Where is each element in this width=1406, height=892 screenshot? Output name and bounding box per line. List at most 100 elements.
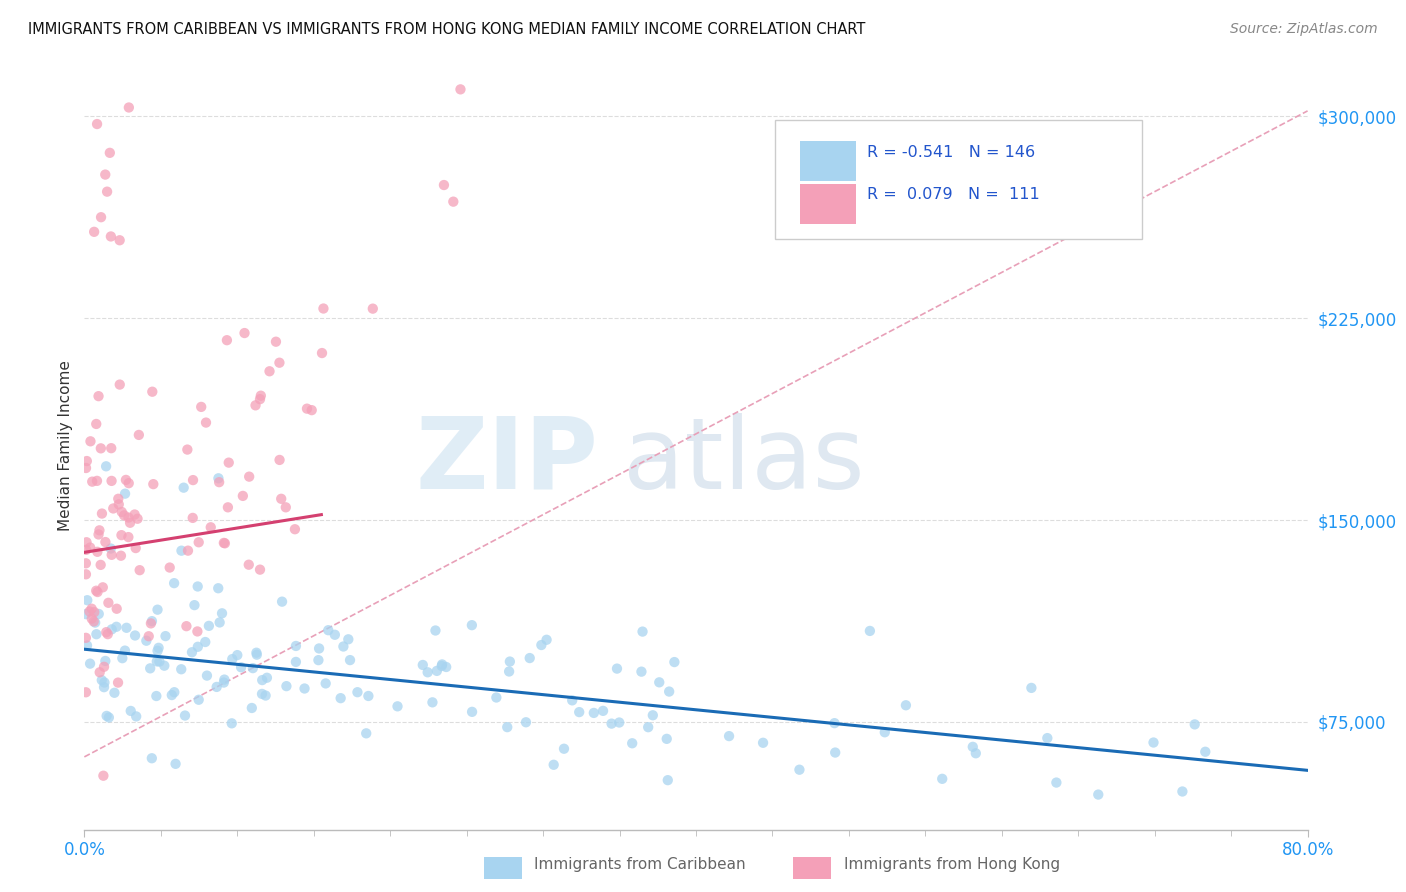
Point: [894, 698, 917, 713]
Point: [124, 628, 146, 642]
Point: [163, 685, 186, 699]
Point: [117, 510, 139, 524]
Point: [441, 194, 464, 209]
Point: [174, 708, 197, 723]
Point: [110, 549, 132, 563]
Point: [607, 715, 630, 730]
Point: [75, 542, 97, 557]
Point: [450, 82, 472, 96]
Point: [87, 389, 110, 403]
Point: [90, 673, 112, 687]
Point: [90, 558, 112, 572]
Point: [245, 646, 267, 660]
Point: [259, 364, 281, 378]
Point: [187, 640, 209, 654]
Point: [163, 576, 186, 591]
Point: [238, 469, 260, 483]
Point: [962, 739, 984, 754]
Point: [111, 505, 134, 519]
Point: [103, 686, 125, 700]
Point: [339, 653, 361, 667]
Point: [434, 660, 457, 674]
Point: [107, 491, 129, 506]
Point: [208, 475, 231, 490]
Point: [79, 434, 101, 449]
Point: [233, 326, 256, 340]
Text: R = -0.541   N = 146: R = -0.541 N = 146: [868, 145, 1035, 161]
Point: [337, 632, 360, 647]
Point: [485, 690, 508, 705]
Point: [315, 676, 337, 690]
Point: [80, 612, 103, 626]
Point: [103, 501, 125, 516]
Point: [76, 535, 98, 549]
Point: [205, 680, 228, 694]
Point: [215, 333, 238, 347]
Text: Immigrants from Hong Kong: Immigrants from Hong Kong: [844, 857, 1060, 872]
Point: [323, 628, 346, 642]
Point: [631, 624, 654, 639]
Point: [105, 620, 128, 634]
Point: [254, 689, 277, 703]
Point: [1036, 731, 1059, 745]
Point: [87, 527, 110, 541]
Point: [183, 598, 205, 612]
Point: [214, 673, 236, 687]
Point: [94, 168, 117, 182]
Point: [641, 708, 664, 723]
Point: [264, 334, 287, 349]
Text: atlas: atlas: [623, 413, 865, 510]
Point: [249, 392, 271, 406]
Point: [170, 543, 193, 558]
Point: [212, 675, 235, 690]
Point: [176, 619, 198, 633]
Point: [357, 689, 380, 703]
Point: [120, 516, 142, 530]
Point: [274, 500, 297, 515]
Point: [83, 605, 105, 619]
Point: [177, 543, 200, 558]
Point: [316, 624, 339, 638]
Point: [433, 178, 456, 192]
Point: [221, 652, 243, 666]
Point: [176, 442, 198, 457]
Point: [100, 441, 122, 455]
Point: [1171, 784, 1194, 798]
Point: [155, 629, 177, 643]
Point: [127, 512, 149, 526]
Point: [173, 481, 195, 495]
Point: [139, 616, 162, 631]
Point: [308, 641, 330, 656]
Point: [498, 665, 520, 679]
Point: [111, 651, 134, 665]
Point: [76, 639, 98, 653]
Point: [96, 185, 118, 199]
Point: [217, 500, 239, 515]
Point: [94, 535, 117, 549]
Point: [187, 535, 209, 549]
Point: [145, 689, 167, 703]
Point: [1142, 735, 1164, 749]
Point: [208, 615, 231, 630]
Point: [94, 459, 117, 474]
Point: [536, 632, 558, 647]
Point: [238, 558, 260, 572]
Point: [461, 618, 484, 632]
Point: [226, 648, 249, 662]
Point: [118, 476, 141, 491]
Point: [98, 145, 121, 160]
Point: [269, 356, 291, 370]
Point: [190, 400, 212, 414]
Point: [561, 693, 583, 707]
Point: [187, 579, 209, 593]
Point: [515, 715, 537, 730]
Point: [105, 601, 128, 615]
Point: [141, 614, 163, 628]
Point: [84, 417, 107, 431]
Point: [96, 709, 118, 723]
Point: [86, 474, 108, 488]
Point: [75, 607, 97, 621]
Point: [430, 657, 453, 672]
Point: [582, 706, 605, 720]
Point: [207, 471, 229, 485]
